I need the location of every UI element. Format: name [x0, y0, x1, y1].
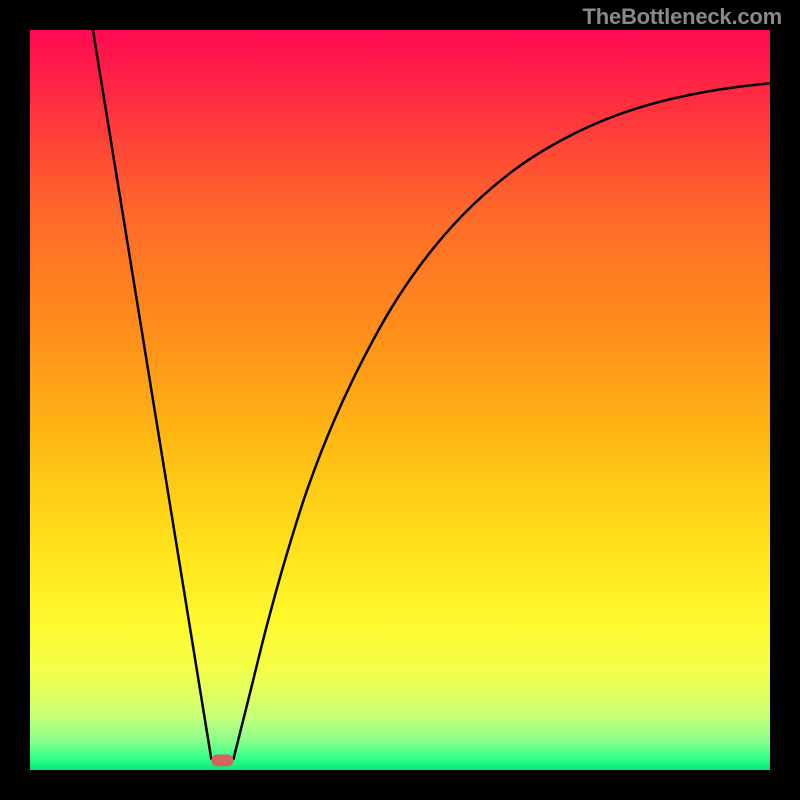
plot-background — [30, 30, 770, 770]
bottleneck-chart — [0, 0, 800, 800]
chart-container: TheBottleneck.com — [0, 0, 800, 800]
watermark-text: TheBottleneck.com — [582, 4, 782, 30]
optimum-marker — [211, 754, 233, 766]
